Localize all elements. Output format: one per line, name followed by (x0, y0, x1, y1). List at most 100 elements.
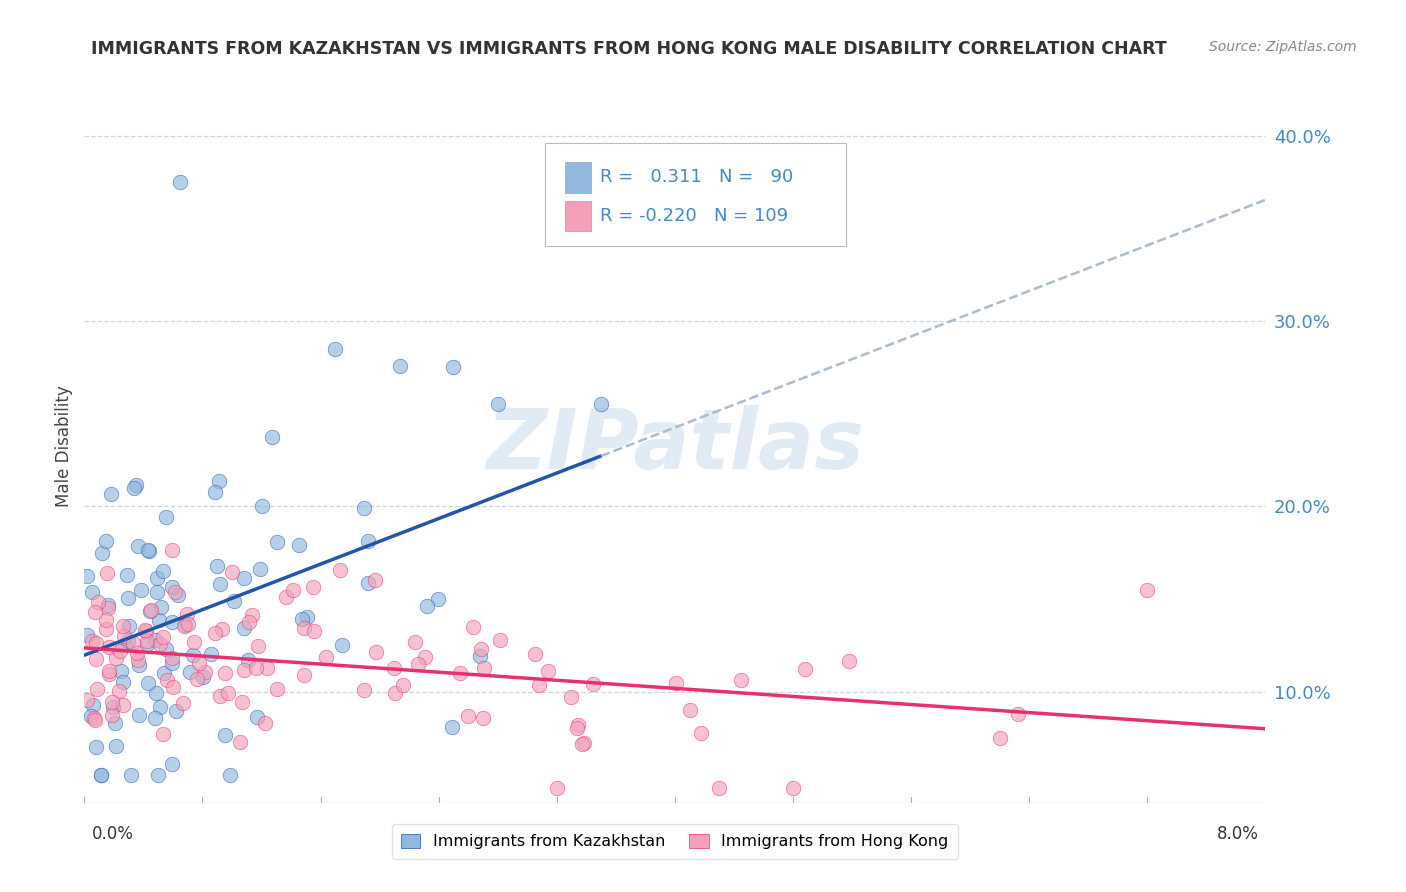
Point (249, 562, 271, 576)
Point (214, 665, 236, 680)
Point (152, 564, 174, 578)
Point (730, 673, 752, 688)
Point (188, 656, 211, 670)
Point (470, 642, 492, 657)
Point (232, 663, 254, 677)
Point (101, 699, 124, 714)
Point (76, 569, 98, 583)
Point (177, 616, 200, 631)
Point (262, 430, 284, 444)
Point (325, 342, 347, 356)
Legend: Immigrants from Kazakhstan, Immigrants from Hong Kong: Immigrants from Kazakhstan, Immigrants f… (391, 824, 959, 859)
Point (292, 621, 315, 635)
Point (86, 652, 108, 666)
Point (1136, 582, 1159, 597)
Point (1007, 706, 1029, 721)
Point (111, 675, 134, 690)
Point (665, 676, 688, 690)
Point (364, 573, 387, 587)
Point (128, 657, 150, 672)
Point (565, 722, 588, 736)
Point (127, 653, 149, 667)
Point (112, 619, 135, 633)
Point (574, 736, 596, 750)
Point (217, 686, 239, 700)
Point (709, 780, 731, 795)
Point (253, 716, 276, 731)
Point (155, 642, 177, 657)
Point (160, 543, 183, 558)
Point (838, 654, 860, 668)
Point (105, 739, 128, 753)
Point (179, 665, 201, 680)
Point (139, 603, 162, 617)
Point (122, 481, 145, 495)
Point (208, 475, 231, 489)
Point (146, 571, 169, 585)
Point (529, 677, 551, 691)
Point (76, 692, 98, 706)
Point (100, 487, 122, 501)
Point (101, 695, 124, 709)
Point (567, 717, 589, 731)
Point (186, 672, 208, 686)
Text: 8.0%: 8.0% (1216, 825, 1258, 843)
Point (413, 649, 436, 664)
Point (689, 726, 711, 740)
Point (97, 640, 120, 654)
Point (266, 681, 288, 696)
Point (143, 711, 166, 725)
Point (221, 566, 243, 580)
Point (366, 645, 388, 659)
Point (114, 638, 136, 652)
Point (160, 580, 183, 594)
Point (82, 698, 104, 712)
Point (121, 635, 143, 649)
Point (145, 685, 167, 699)
Point (150, 599, 173, 614)
Point (988, 731, 1011, 745)
Point (162, 680, 184, 694)
Point (160, 756, 183, 771)
Point (200, 648, 222, 662)
Point (160, 615, 183, 630)
Point (149, 637, 172, 651)
Point (224, 594, 246, 608)
Point (536, 664, 558, 678)
Point (356, 534, 378, 549)
Point (156, 673, 179, 687)
Point (794, 662, 817, 676)
Point (97, 598, 120, 612)
Point (357, 575, 380, 590)
Point (353, 682, 375, 697)
Point (97, 664, 120, 678)
Point (404, 635, 426, 649)
Point (330, 638, 353, 652)
Point (86, 636, 108, 650)
Point (90, 768, 112, 782)
Point (266, 534, 288, 549)
Point (115, 568, 138, 582)
Text: ZIPatlas: ZIPatlas (486, 406, 863, 486)
Point (167, 588, 190, 602)
Point (353, 500, 375, 515)
Point (782, 780, 804, 795)
Point (443, 360, 465, 375)
Point (136, 637, 159, 651)
Point (111, 698, 134, 713)
Point (288, 538, 311, 552)
Point (591, 397, 613, 411)
Point (94, 622, 117, 636)
Point (582, 677, 605, 691)
Point (135, 624, 157, 639)
Point (152, 631, 174, 645)
Point (183, 635, 205, 649)
Point (486, 397, 509, 411)
Point (281, 582, 304, 597)
Point (153, 666, 176, 681)
Point (440, 720, 463, 734)
Point (83, 711, 105, 725)
Point (136, 542, 159, 557)
Point (315, 649, 337, 664)
Point (406, 657, 429, 672)
